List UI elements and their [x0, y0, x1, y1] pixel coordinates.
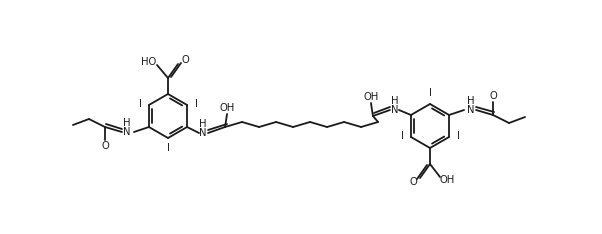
- Text: H: H: [391, 96, 399, 106]
- Text: N: N: [391, 105, 399, 115]
- Text: I: I: [138, 99, 141, 109]
- Text: H: H: [467, 96, 475, 106]
- Text: O: O: [409, 177, 417, 187]
- Text: O: O: [181, 55, 189, 65]
- Text: N: N: [199, 128, 207, 138]
- Text: O: O: [489, 91, 497, 101]
- Text: H: H: [199, 119, 207, 129]
- Text: I: I: [167, 143, 169, 153]
- Text: I: I: [400, 131, 403, 141]
- Text: HO: HO: [141, 57, 157, 67]
- Text: OH: OH: [219, 103, 235, 113]
- Text: OH: OH: [364, 92, 379, 102]
- Text: I: I: [429, 88, 432, 98]
- Text: I: I: [194, 99, 197, 109]
- Text: I: I: [456, 131, 459, 141]
- Text: H: H: [123, 118, 131, 128]
- Text: O: O: [101, 141, 109, 151]
- Text: N: N: [123, 127, 131, 137]
- Text: N: N: [467, 105, 475, 115]
- Text: OH: OH: [439, 175, 455, 185]
